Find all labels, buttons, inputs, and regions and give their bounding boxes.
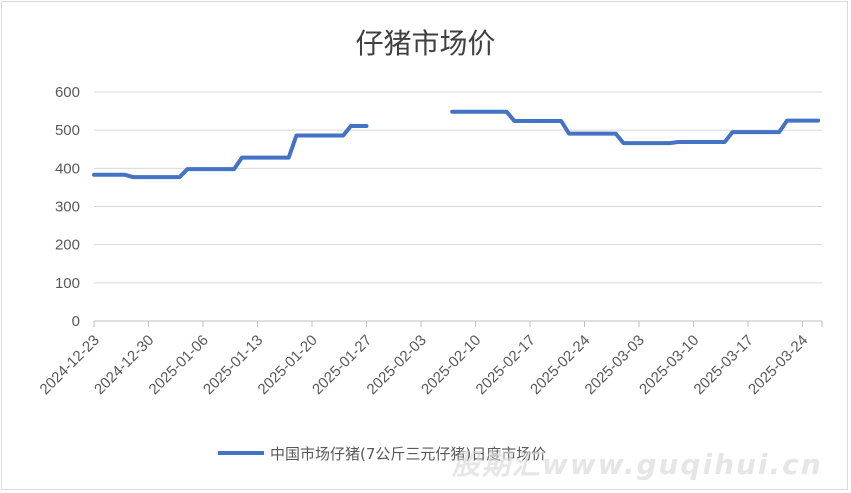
y-tick-label: 400	[55, 160, 80, 177]
legend: 中国市场仔猪(7公斤三元仔猪)日度市场价	[218, 443, 546, 463]
legend-label: 中国市场仔猪(7公斤三元仔猪)日度市场价	[270, 444, 547, 463]
series-line-segment	[450, 109, 821, 146]
y-tick-label: 100	[55, 275, 80, 292]
legend-swatch	[218, 451, 264, 455]
y-tick-label: 500	[55, 122, 80, 139]
y-axis-tick-labels: 0 100 200 300 400 500 600	[55, 84, 80, 330]
x-tick-label: 2025-03-24	[745, 332, 811, 398]
y-tick-label: 300	[55, 199, 80, 216]
y-tick-label: 0	[72, 313, 80, 330]
x-axis-tick-labels: 2024-12-232024-12-302025-01-062025-01-13…	[37, 332, 812, 398]
series-line-segment	[92, 124, 369, 180]
watermark: 股期汇www.guqihui.cn	[452, 448, 823, 481]
axes	[93, 320, 823, 327]
chart-title: 仔猪市场价	[355, 27, 496, 60]
gridlines	[94, 91, 822, 284]
series-lines	[92, 109, 821, 180]
y-tick-label: 600	[55, 84, 80, 101]
y-tick-label: 200	[55, 237, 80, 254]
